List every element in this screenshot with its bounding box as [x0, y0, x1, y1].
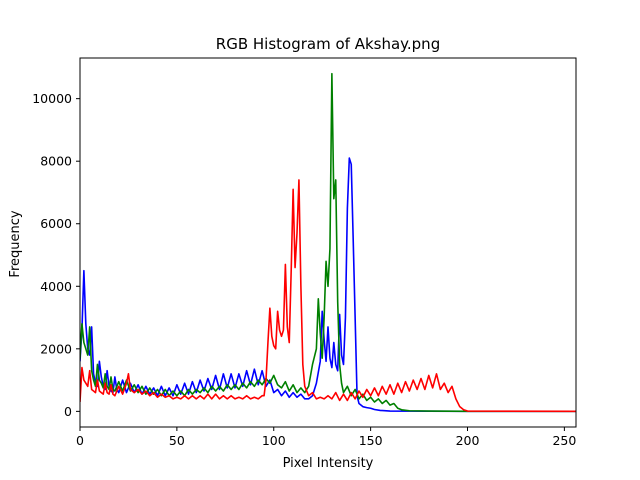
- x-tick-label: 0: [76, 433, 84, 448]
- y-tick-label: 2000: [40, 341, 72, 356]
- y-tick-label: 0: [64, 404, 72, 419]
- axes-layer: 0 50 100 150 200 250 0 2000 4000 6000 8000 10000: [32, 57, 577, 448]
- y-tick-label: 6000: [40, 216, 72, 231]
- series-layer: [80, 72, 576, 413]
- plot-frame: [79, 57, 577, 428]
- y-tick-label: 4000: [40, 279, 72, 294]
- chart-title: RGB Histogram of Akshay.png: [216, 35, 440, 53]
- x-tick-label: 200: [456, 433, 480, 448]
- x-tick-label: 150: [359, 433, 383, 448]
- x-tick-label: 50: [169, 433, 185, 448]
- y-axis-label: Frequency: [8, 210, 23, 277]
- y-tick-label: 8000: [40, 154, 72, 169]
- x-tick-label: 100: [262, 433, 286, 448]
- x-axis-label: Pixel Intensity: [283, 456, 374, 471]
- red-channel-line: [80, 179, 576, 413]
- x-tick-label: 250: [552, 433, 576, 448]
- y-tick-label: 10000: [32, 91, 72, 106]
